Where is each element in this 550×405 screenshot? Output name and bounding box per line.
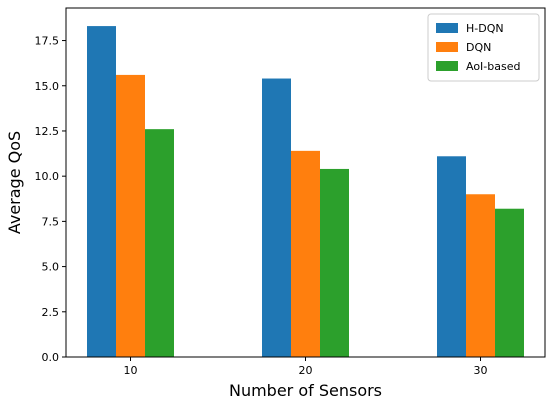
bar-aoi-based-30 <box>495 208 524 357</box>
y-tick-label: 12.5 <box>35 125 60 138</box>
y-tick-label: 0.0 <box>42 351 60 364</box>
legend-swatch <box>436 61 458 71</box>
y-axis-title: Average QoS <box>5 131 24 234</box>
legend-swatch <box>436 42 458 52</box>
x-axis-title: Number of Sensors <box>229 381 382 400</box>
y-tick-label: 5.0 <box>42 261 60 274</box>
legend-label: AoI-based <box>466 60 520 73</box>
x-tick-label: 10 <box>124 364 138 377</box>
legend-swatch <box>436 23 458 33</box>
y-tick-label: 10.0 <box>35 170 60 183</box>
y-tick-label: 15.0 <box>35 80 60 93</box>
bar-dqn-10 <box>116 74 145 357</box>
bar-dqn-30 <box>466 194 495 357</box>
bar-h-dqn-10 <box>87 26 116 358</box>
x-tick-label: 20 <box>299 364 313 377</box>
legend-label: H-DQN <box>466 22 504 35</box>
legend: H-DQN DQN AoI-based <box>427 13 540 82</box>
y-axis-ticks: 0.0 2.5 5.0 7.5 10.0 12.5 15.0 17.5 <box>35 35 66 364</box>
bar-aoi-based-10 <box>145 129 174 357</box>
bar-h-dqn-30 <box>437 156 466 357</box>
y-tick-label: 17.5 <box>35 35 60 48</box>
bar-h-dqn-20 <box>262 78 291 357</box>
y-tick-label: 7.5 <box>42 215 60 228</box>
bar-aoi-based-20 <box>320 168 349 357</box>
x-tick-label: 30 <box>474 364 488 377</box>
bar-dqn-20 <box>291 150 320 357</box>
legend-label: DQN <box>466 41 491 54</box>
x-axis-ticks: 10 20 30 <box>124 357 488 377</box>
bars-layer <box>87 26 524 358</box>
y-tick-label: 2.5 <box>42 306 60 319</box>
